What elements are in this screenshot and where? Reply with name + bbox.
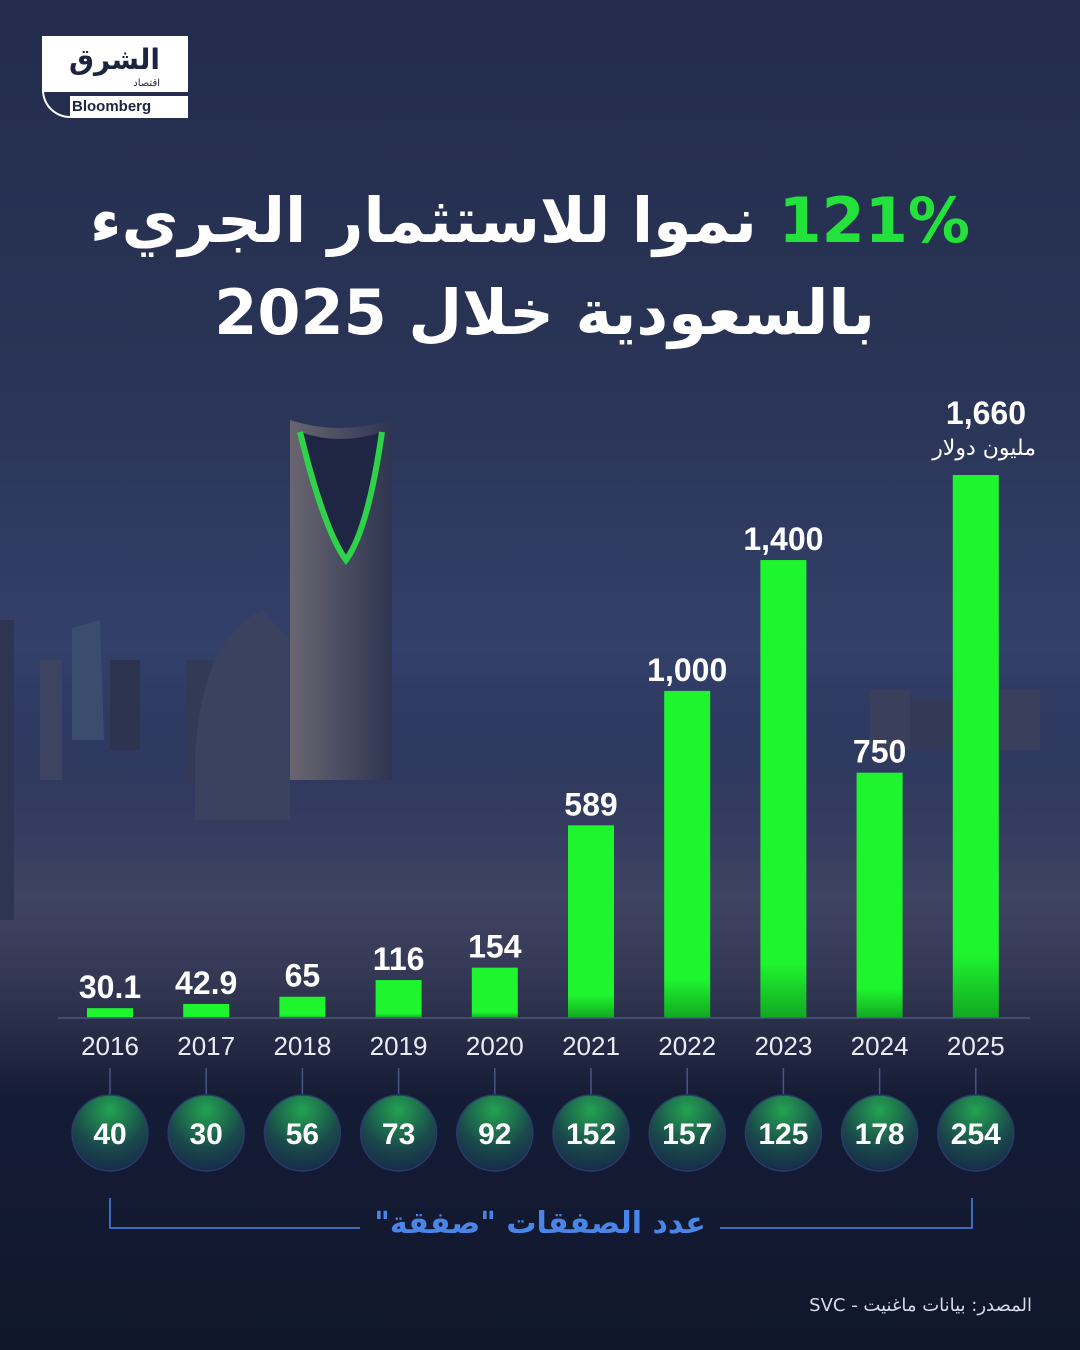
deals-bracket (109, 1198, 973, 1229)
deal-count-2018: 56 (286, 1118, 319, 1151)
x-tick-2022: 2022 (658, 1031, 716, 1061)
x-tick-2020: 2020 (466, 1031, 524, 1061)
value-label-2025: 1,660 (946, 395, 1026, 431)
deal-circle-2024 (840, 1094, 919, 1172)
value-label-2018: 65 (285, 958, 321, 994)
deal-circle-2016 (71, 1094, 149, 1172)
x-tick-2024: 2024 (851, 1031, 909, 1061)
headline-line-1: 121% نموا للاستثمار الجريء (70, 190, 970, 252)
bar-2023 (760, 560, 807, 1018)
x-tick-2021: 2021 (562, 1031, 620, 1061)
source-note: المصدر: بيانات ماغنيت - SVC (809, 1295, 1032, 1316)
bar-2018 (279, 996, 326, 1018)
deal-circle-2021 (552, 1094, 630, 1172)
x-tick-2016: 2016 (81, 1031, 139, 1061)
x-tick-2025: 2025 (947, 1031, 1005, 1061)
deal-count-2016: 40 (93, 1118, 126, 1151)
logo-subtitle: اقتصاد (133, 78, 160, 89)
deal-count-2021: 152 (566, 1118, 616, 1151)
value-label-2019: 116 (373, 941, 425, 977)
deal-circle-2025 (937, 1094, 1015, 1172)
value-label-2024: 750 (853, 734, 906, 770)
bar-2021 (568, 825, 614, 1018)
x-tick-2023: 2023 (754, 1031, 812, 1061)
value-label-2017: 42.9 (175, 965, 237, 1001)
logo-partner-strip (70, 96, 188, 118)
value-label-2023: 1,400 (743, 521, 823, 557)
value-label-2020: 154 (468, 929, 522, 965)
x-tick-2018: 2018 (273, 1031, 331, 1061)
deal-count-2020: 92 (478, 1118, 511, 1151)
bar-2017 (183, 1003, 230, 1018)
deal-count-2023: 125 (758, 1118, 808, 1151)
deal-count-2017: 30 (190, 1118, 223, 1151)
deal-count-2025: 254 (951, 1118, 1001, 1151)
deal-count-2019: 73 (382, 1118, 415, 1151)
bar-2019 (375, 980, 422, 1018)
headline-line-2: بالسعودية خلال 2025 (214, 276, 875, 349)
brand-logo: الشرق اقتصاد Bloomberg (42, 36, 190, 120)
bar-2025 (952, 475, 999, 1018)
bar-2024 (856, 772, 903, 1018)
x-tick-2019: 2019 (370, 1031, 428, 1061)
unit-label: مليون دولار (932, 436, 1036, 461)
deal-count-2022: 157 (662, 1118, 712, 1151)
deal-circle-2022 (648, 1094, 726, 1172)
value-label-2021: 589 (564, 786, 617, 822)
logo-partner: Bloomberg (72, 98, 152, 115)
value-label-2016: 30.1 (79, 969, 141, 1005)
deal-circle-2023 (744, 1094, 823, 1172)
logo-name: الشرق (68, 43, 160, 76)
deal-circle-2020 (456, 1094, 534, 1172)
deal-circle-2017 (167, 1094, 245, 1172)
deals-caption: عدد الصفقات "صفقة" (374, 1206, 706, 1241)
deal-count-2024: 178 (855, 1118, 905, 1151)
deal-circle-2018 (263, 1094, 342, 1172)
bar-2016 (87, 1008, 133, 1018)
headline-accent: 121% (778, 184, 970, 257)
value-label-2022: 1,000 (647, 652, 727, 688)
x-tick-2017: 2017 (177, 1031, 235, 1061)
bar-2020 (471, 967, 518, 1018)
deal-circle-2019 (359, 1094, 438, 1172)
headline-text-1: نموا للاستثمار الجريء (89, 184, 757, 257)
bar-2022 (664, 690, 711, 1018)
